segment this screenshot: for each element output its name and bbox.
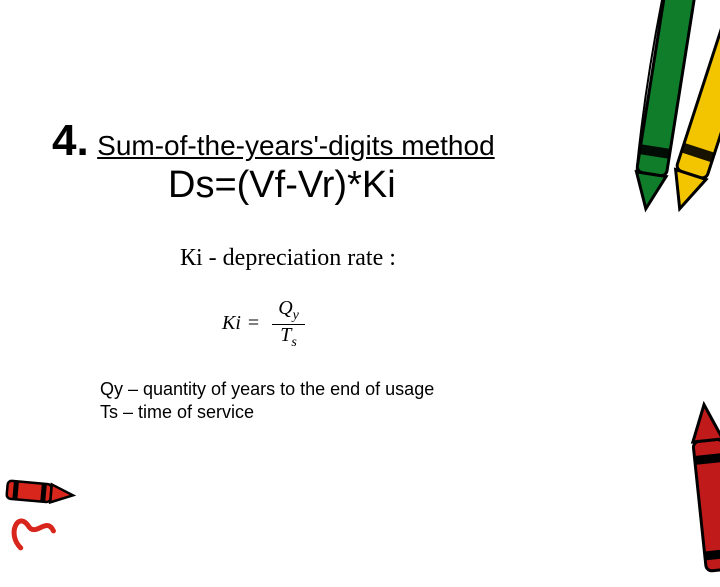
crayon-bottom-left bbox=[0, 442, 96, 569]
num-sub: y bbox=[293, 308, 299, 323]
crayon-top-right bbox=[614, 0, 720, 229]
ki-formula: Ki = Qy Ts bbox=[222, 298, 305, 350]
def-qy: Qy – quantity of years to the end of usa… bbox=[100, 378, 434, 401]
heading-line: 4. Sum-of-the-years'-digits method bbox=[52, 116, 495, 166]
den-base: T bbox=[280, 324, 291, 346]
crayon-bottom-right bbox=[681, 398, 720, 582]
heading-number: 4. bbox=[52, 116, 89, 165]
heading-title: Sum-of-the-years'-digits method bbox=[97, 130, 495, 161]
ki-denominator: Ts bbox=[272, 325, 305, 351]
ki-numerator: Qy bbox=[272, 298, 305, 325]
ki-fraction: Qy Ts bbox=[272, 298, 305, 350]
formula-main: Ds=(Vf-Vr)*Ki bbox=[168, 164, 396, 207]
ki-definition-line: Кi - depreciation rate : bbox=[180, 244, 396, 272]
ki-lhs: Ki bbox=[222, 312, 241, 334]
slide: 4. Sum-of-the-years'-digits method Ds=(V… bbox=[0, 0, 720, 540]
ki-eq: = bbox=[248, 312, 259, 334]
den-sub: s bbox=[291, 335, 296, 350]
num-base: Q bbox=[278, 297, 292, 319]
variable-definitions: Qy – quantity of years to the end of usa… bbox=[100, 378, 434, 425]
def-ts: Ts – time of service bbox=[100, 401, 434, 424]
ki-label: Кi - depreciation rate : bbox=[180, 245, 396, 271]
